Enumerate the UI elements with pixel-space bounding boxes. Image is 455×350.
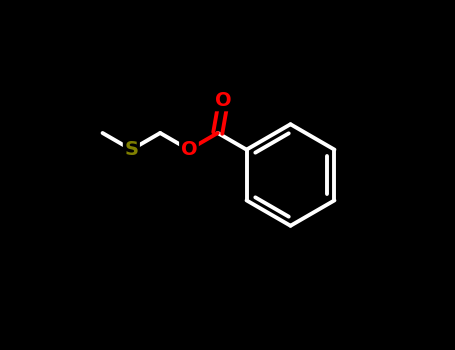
Text: O: O	[215, 91, 232, 110]
Text: O: O	[181, 140, 197, 159]
Text: S: S	[124, 140, 138, 159]
